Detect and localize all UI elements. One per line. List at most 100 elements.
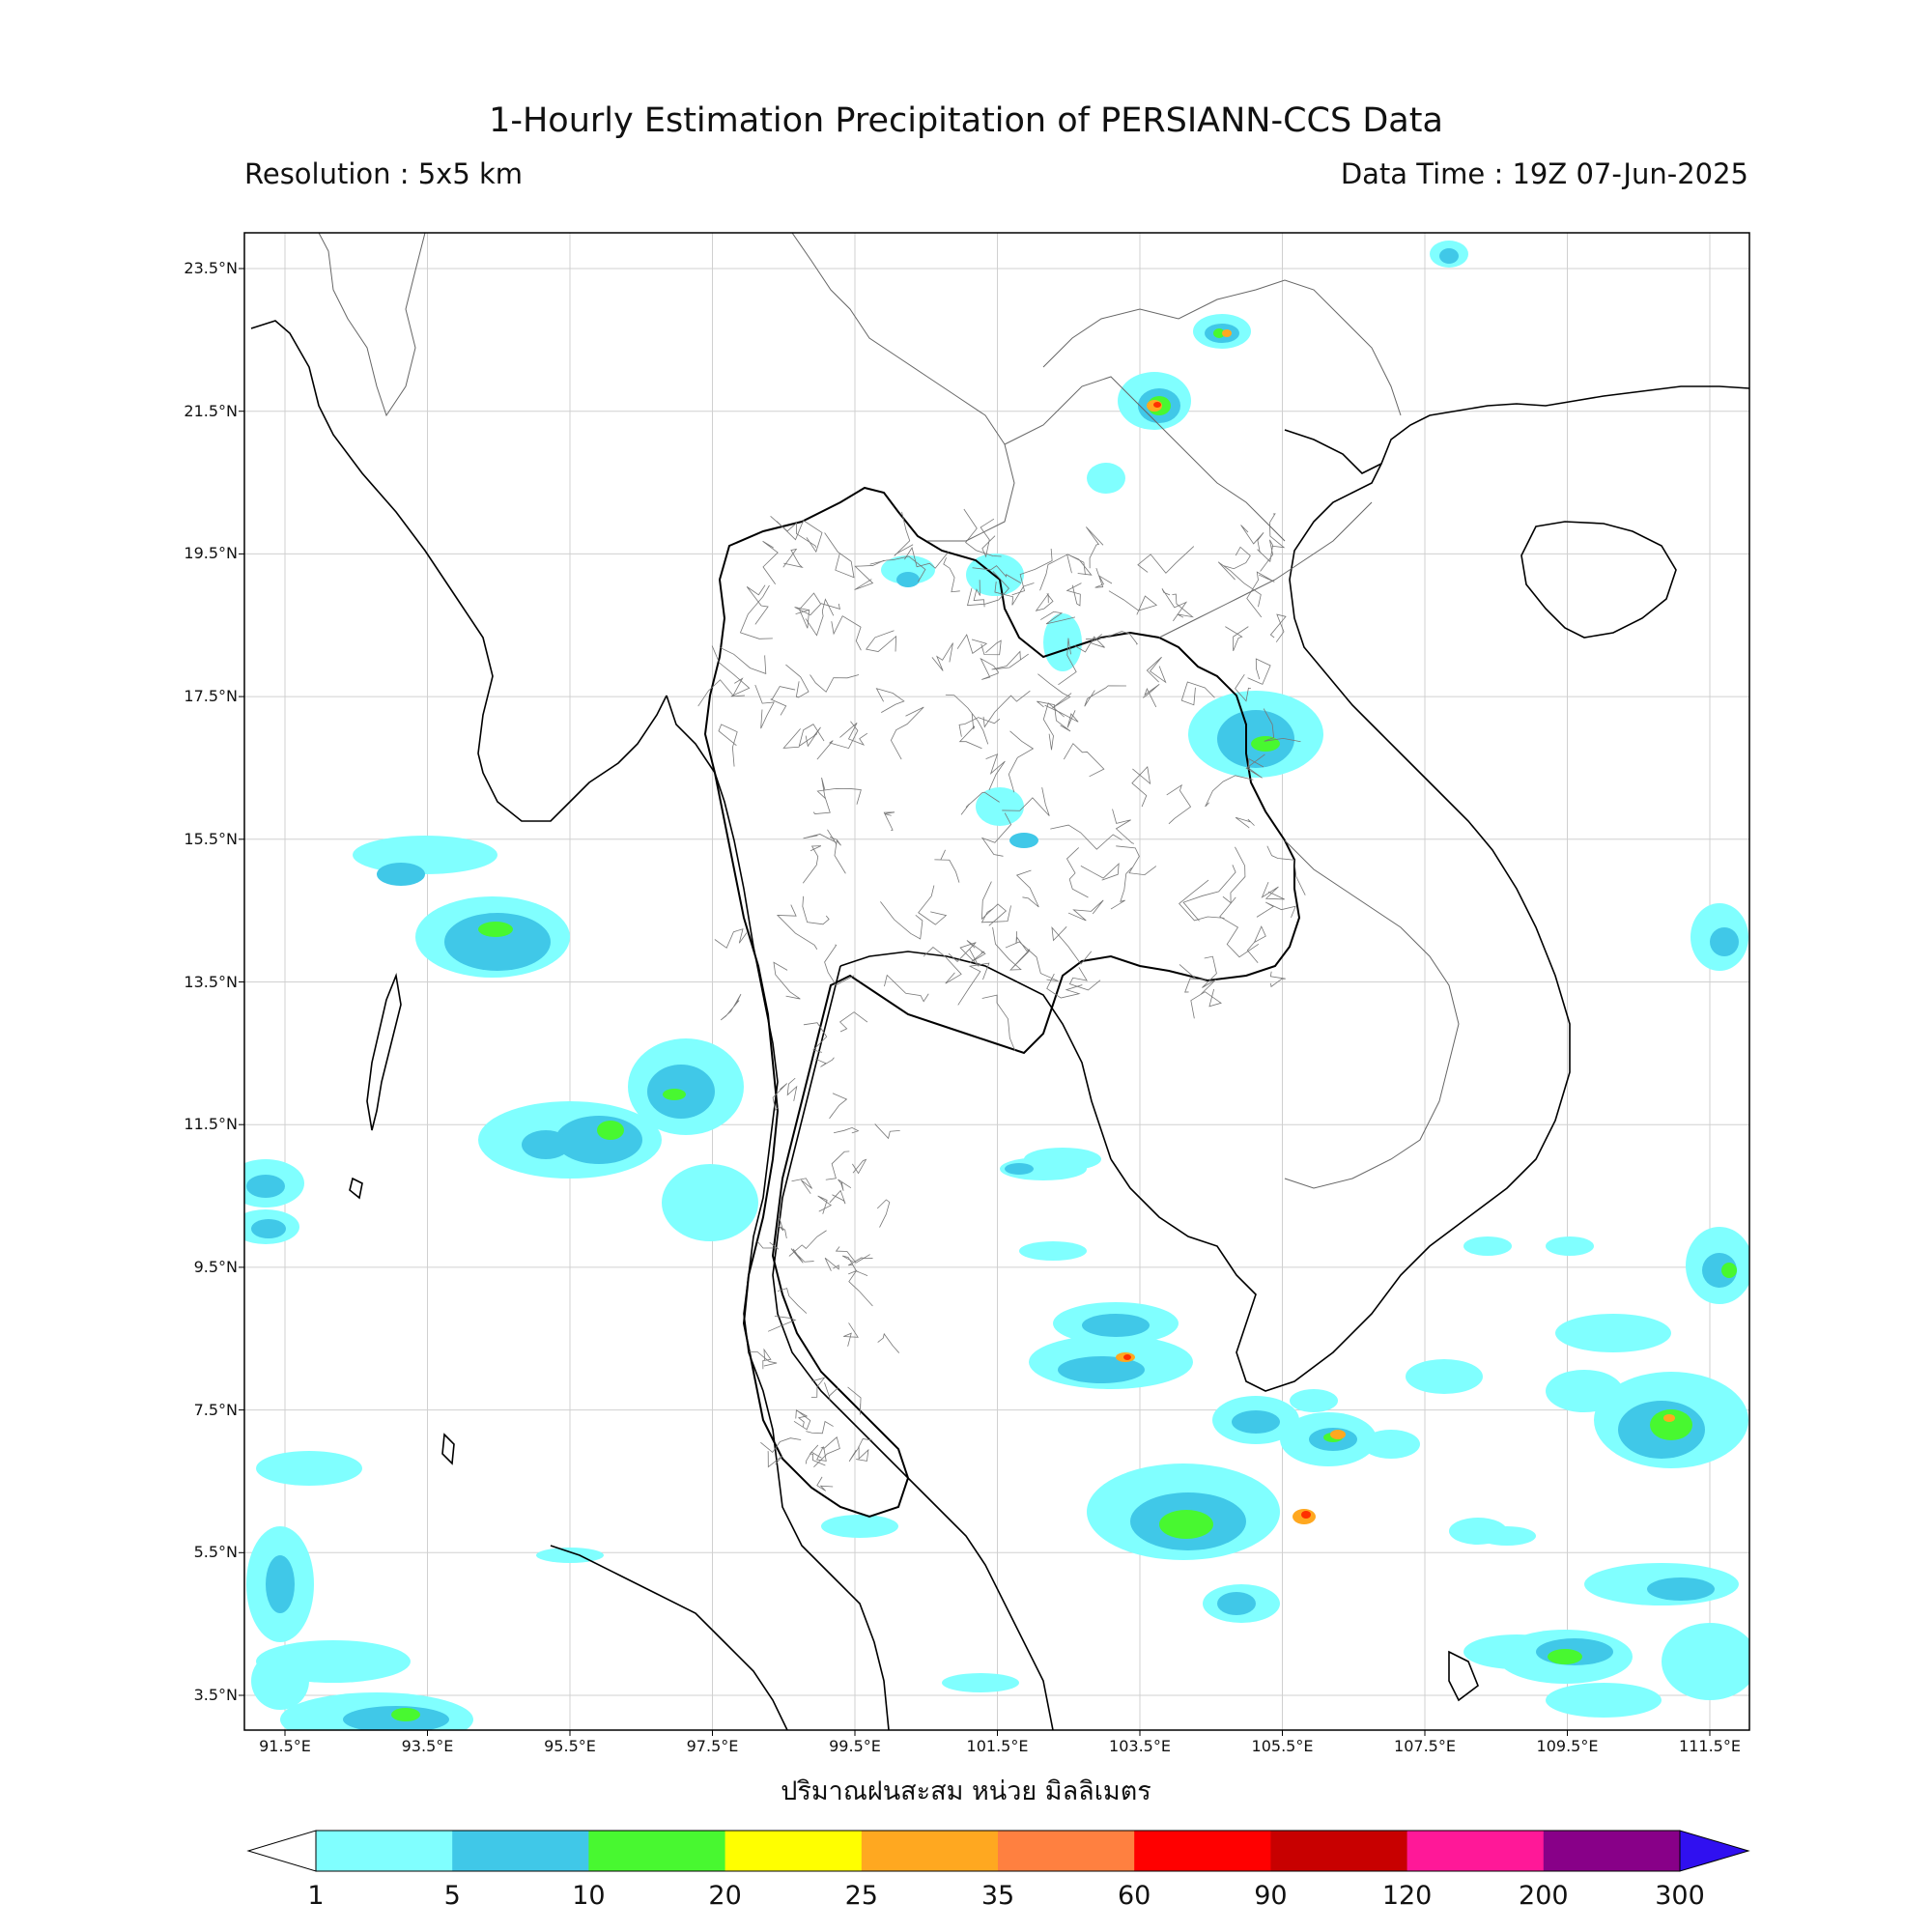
colorbar-level-label: 10 xyxy=(572,1881,606,1911)
province-border xyxy=(1051,926,1093,965)
province-border xyxy=(1222,846,1246,904)
province-border xyxy=(1161,588,1188,622)
province-border xyxy=(770,516,817,549)
colorbar-segment xyxy=(724,1831,863,1871)
latitude-tick-label: 21.5°N xyxy=(184,401,238,420)
province-border xyxy=(1180,681,1215,706)
province-border xyxy=(720,993,742,1021)
province-border xyxy=(890,706,924,760)
province-border xyxy=(1245,753,1265,779)
colorbar-level-label: 25 xyxy=(844,1881,878,1911)
province-border xyxy=(799,726,821,748)
chart-title: 1-Hourly Estimation Precipitation of PER… xyxy=(489,101,1443,140)
province-border xyxy=(812,777,831,814)
province-border xyxy=(814,1057,835,1067)
province-border xyxy=(1008,730,1035,793)
province-border xyxy=(1068,967,1101,991)
colorbar-segment xyxy=(1406,1831,1545,1871)
province-border xyxy=(714,928,748,949)
province-border xyxy=(795,592,821,629)
province-border xyxy=(992,926,1030,971)
province-border xyxy=(817,1195,833,1214)
province-border xyxy=(1039,554,1072,591)
province-border xyxy=(1131,766,1151,808)
province-border xyxy=(1256,901,1296,919)
province-border xyxy=(1269,971,1286,988)
province-border xyxy=(1263,708,1301,743)
province-border xyxy=(960,791,1000,815)
province-border xyxy=(1269,613,1287,642)
latitude-tick-label: 13.5°N xyxy=(184,972,238,991)
province-border xyxy=(945,694,989,745)
province-border xyxy=(973,580,985,608)
province-border xyxy=(1035,592,1054,611)
colorbar-over-arrow xyxy=(1679,1830,1750,1872)
colorbar-outline xyxy=(315,1830,1681,1872)
province-border xyxy=(782,548,804,568)
province-border xyxy=(904,547,950,569)
province-border xyxy=(991,650,1029,670)
province-border xyxy=(772,1083,787,1112)
colorbar-level-label: 300 xyxy=(1655,1881,1705,1911)
province-border xyxy=(980,518,996,558)
province-border xyxy=(985,753,1006,790)
province-border xyxy=(824,1382,839,1401)
province-border xyxy=(1065,582,1082,607)
province-border xyxy=(810,1377,826,1399)
province-border xyxy=(1246,571,1275,618)
province-border xyxy=(1046,973,1083,999)
graticule xyxy=(244,233,1749,1730)
province-border xyxy=(1005,941,1059,981)
province-border xyxy=(854,559,885,590)
province-border xyxy=(756,1240,780,1250)
province-border xyxy=(1094,567,1113,588)
colorbar-segment xyxy=(861,1831,999,1871)
province-border xyxy=(1200,955,1217,995)
colorbar-level-label: 5 xyxy=(443,1881,461,1911)
province-border xyxy=(833,1126,860,1134)
country-borders xyxy=(318,233,1460,1189)
province-border xyxy=(980,812,1012,857)
province-border xyxy=(790,1248,814,1264)
resolution-label: Resolution : 5x5 km xyxy=(244,157,524,190)
province-border xyxy=(809,1444,826,1466)
province-border xyxy=(1223,546,1251,570)
province-border xyxy=(1063,743,1105,778)
province-border xyxy=(1086,526,1104,569)
province-border xyxy=(958,713,982,750)
data-time-label: Data Time : 19Z 07-Jun-2025 xyxy=(1340,157,1748,190)
province-border xyxy=(1084,685,1126,707)
province-border xyxy=(848,1269,873,1307)
province-border xyxy=(875,688,905,713)
province-border xyxy=(948,942,980,967)
province-border xyxy=(767,1316,797,1332)
colorbar-level-label: 1 xyxy=(307,1881,325,1911)
province-border xyxy=(1015,869,1039,908)
province-border xyxy=(767,1451,783,1468)
province-border xyxy=(697,677,744,707)
province-border xyxy=(958,717,1001,737)
province-border xyxy=(803,829,838,845)
province-border xyxy=(829,1093,848,1120)
colorbar-segment xyxy=(1134,1831,1271,1871)
province-border xyxy=(718,724,738,767)
province-border xyxy=(825,1151,850,1180)
province-border xyxy=(1266,845,1306,895)
province-border xyxy=(762,1348,772,1370)
province-border xyxy=(776,520,823,554)
province-border xyxy=(1166,783,1192,825)
province-border xyxy=(816,1476,834,1492)
province-border xyxy=(1179,879,1225,922)
province-border xyxy=(785,664,810,698)
province-border xyxy=(824,1257,839,1271)
province-border xyxy=(1080,863,1120,881)
province-border xyxy=(835,1246,870,1264)
province-border xyxy=(1112,809,1134,844)
province-border xyxy=(877,1332,900,1353)
latitude-tick-label: 23.5°N xyxy=(184,259,238,277)
province-border xyxy=(1235,673,1251,702)
province-border xyxy=(1235,816,1255,829)
province-border xyxy=(793,1408,811,1431)
province-border xyxy=(963,508,1002,557)
